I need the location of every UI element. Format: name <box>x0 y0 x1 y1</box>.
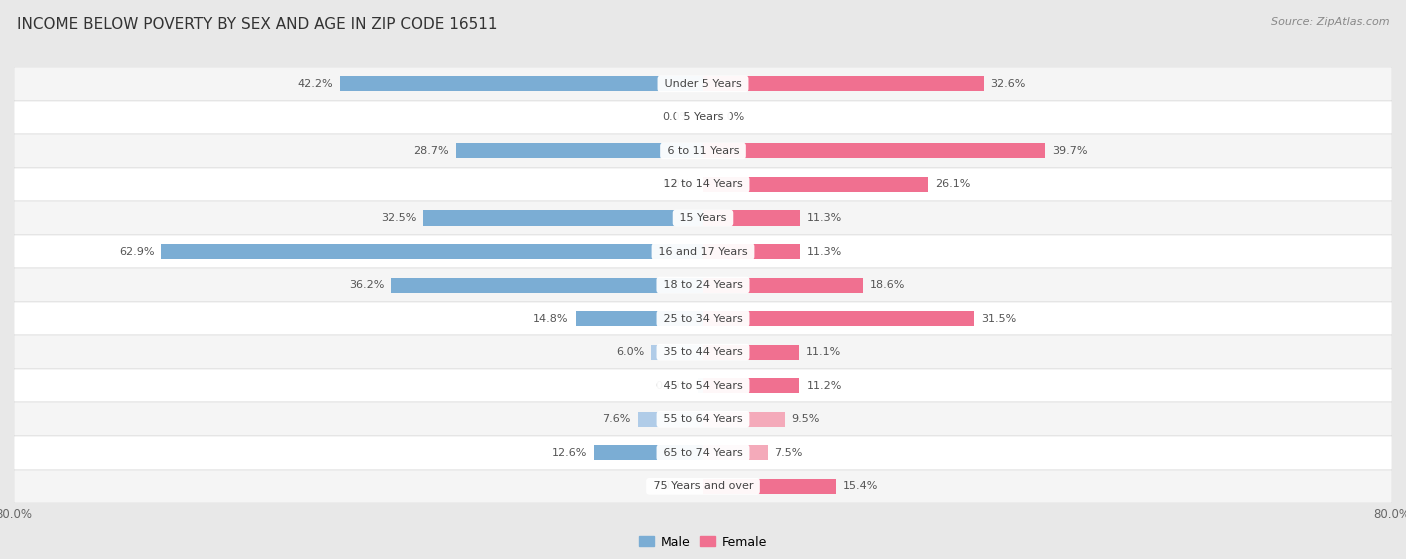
Bar <box>14 134 1392 168</box>
Bar <box>14 201 1392 235</box>
Bar <box>703 311 974 326</box>
Bar <box>703 177 928 192</box>
Bar <box>14 402 1392 436</box>
Bar <box>703 210 800 225</box>
Text: 62.9%: 62.9% <box>120 247 155 257</box>
Text: INCOME BELOW POVERTY BY SEX AND AGE IN ZIP CODE 16511: INCOME BELOW POVERTY BY SEX AND AGE IN Z… <box>17 17 498 32</box>
Text: 11.3%: 11.3% <box>807 213 842 223</box>
Text: 7.5%: 7.5% <box>775 448 803 458</box>
Text: 7.6%: 7.6% <box>602 414 631 424</box>
Bar <box>703 76 984 91</box>
Text: 45 to 54 Years: 45 to 54 Years <box>659 381 747 391</box>
Text: 32.6%: 32.6% <box>991 79 1026 89</box>
Bar <box>423 210 703 225</box>
Text: 0.0%: 0.0% <box>662 179 690 190</box>
Text: 11.2%: 11.2% <box>807 381 842 391</box>
Text: 55 to 64 Years: 55 to 64 Years <box>659 414 747 424</box>
Text: 14.8%: 14.8% <box>533 314 568 324</box>
Bar <box>14 168 1392 201</box>
Text: 0.0%: 0.0% <box>716 112 744 122</box>
Text: 42.2%: 42.2% <box>297 79 333 89</box>
Bar <box>595 446 703 461</box>
Bar <box>14 369 1392 402</box>
Text: 6 to 11 Years: 6 to 11 Years <box>664 146 742 156</box>
Bar <box>14 470 1392 503</box>
Text: 75 Years and over: 75 Years and over <box>650 481 756 491</box>
Text: 18.6%: 18.6% <box>870 280 905 290</box>
Legend: Male, Female: Male, Female <box>634 530 772 553</box>
Text: Under 5 Years: Under 5 Years <box>661 79 745 89</box>
Bar <box>456 143 703 159</box>
Bar <box>14 67 1392 101</box>
Text: 16 and 17 Years: 16 and 17 Years <box>655 247 751 257</box>
Bar <box>14 335 1392 369</box>
Bar <box>703 479 835 494</box>
Text: 6.0%: 6.0% <box>616 347 644 357</box>
Bar <box>14 235 1392 268</box>
Bar <box>637 411 703 427</box>
Text: 35 to 44 Years: 35 to 44 Years <box>659 347 747 357</box>
Text: 5 Years: 5 Years <box>679 112 727 122</box>
Text: 11.1%: 11.1% <box>806 347 841 357</box>
Bar <box>575 311 703 326</box>
Text: 39.7%: 39.7% <box>1052 146 1087 156</box>
Bar <box>14 268 1392 302</box>
Text: 31.5%: 31.5% <box>981 314 1017 324</box>
Bar <box>703 244 800 259</box>
Bar <box>162 244 703 259</box>
Text: 28.7%: 28.7% <box>413 146 449 156</box>
Text: 12 to 14 Years: 12 to 14 Years <box>659 179 747 190</box>
Text: 25 to 34 Years: 25 to 34 Years <box>659 314 747 324</box>
Text: 12.6%: 12.6% <box>553 448 588 458</box>
Text: 18 to 24 Years: 18 to 24 Years <box>659 280 747 290</box>
Bar <box>703 378 800 394</box>
Bar <box>14 101 1392 134</box>
Bar <box>697 378 703 394</box>
Text: 26.1%: 26.1% <box>935 179 970 190</box>
Bar <box>703 143 1045 159</box>
Text: 65 to 74 Years: 65 to 74 Years <box>659 448 747 458</box>
Bar <box>651 344 703 360</box>
Text: 11.3%: 11.3% <box>807 247 842 257</box>
Bar <box>703 344 799 360</box>
Bar <box>703 411 785 427</box>
Text: 36.2%: 36.2% <box>349 280 384 290</box>
Bar <box>14 436 1392 470</box>
Text: 32.5%: 32.5% <box>381 213 416 223</box>
Text: 0.0%: 0.0% <box>662 481 690 491</box>
Text: 0.0%: 0.0% <box>662 112 690 122</box>
Text: Source: ZipAtlas.com: Source: ZipAtlas.com <box>1271 17 1389 27</box>
Text: 15 Years: 15 Years <box>676 213 730 223</box>
Bar <box>703 277 863 293</box>
Text: 0.59%: 0.59% <box>655 381 690 391</box>
Text: 15.4%: 15.4% <box>842 481 877 491</box>
Text: 9.5%: 9.5% <box>792 414 820 424</box>
Bar <box>391 277 703 293</box>
Bar <box>703 446 768 461</box>
Bar <box>14 302 1392 335</box>
Bar <box>340 76 703 91</box>
